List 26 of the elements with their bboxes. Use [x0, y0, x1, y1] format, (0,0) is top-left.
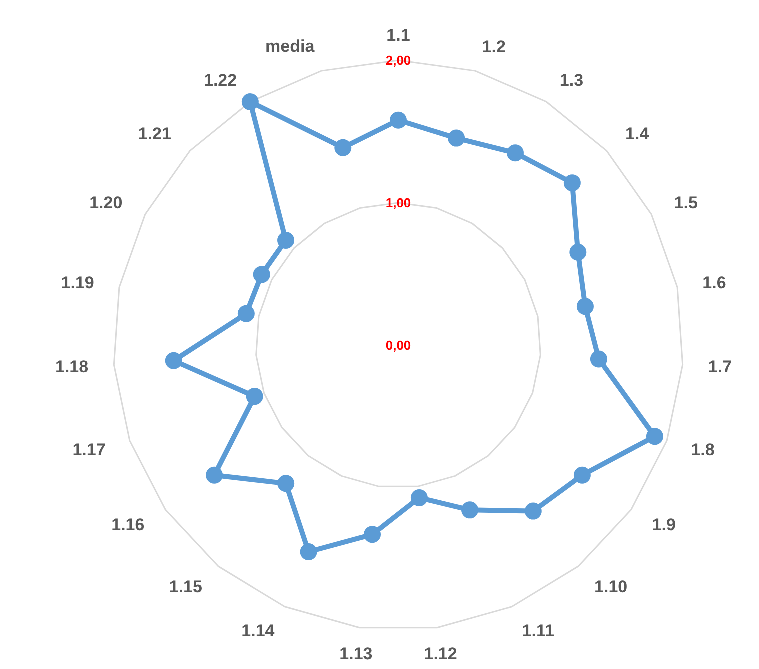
spoke-label: 1.9 [652, 516, 676, 535]
spoke-label: 1.5 [674, 194, 698, 213]
spoke-label: 1.7 [708, 358, 732, 377]
y-tick-label: 0,00 [386, 338, 412, 353]
spoke-label: 1.1 [386, 26, 410, 45]
spoke-label: 1.11 [522, 621, 554, 640]
spoke-label: 1.3 [560, 71, 584, 90]
spoke-label: media [266, 36, 316, 56]
spoke-label: 1.16 [112, 516, 145, 535]
spoke-label: 1.14 [242, 621, 276, 640]
spoke-label: 1.22 [204, 71, 238, 90]
spoke-label: 1.6 [702, 273, 726, 292]
y-tick-label: 2,00 [386, 53, 412, 68]
spoke-label: 1.8 [691, 440, 715, 460]
spoke-label: 1.13 [340, 644, 373, 664]
spoke-label: 1.20 [90, 194, 123, 213]
spoke-label: 1.17 [72, 440, 106, 460]
spoke-label: 1.19 [61, 273, 94, 292]
y-tick-label: 1,00 [386, 196, 412, 210]
spoke-label: 1.10 [594, 577, 628, 596]
spoke-label: 1.4 [626, 124, 650, 144]
spoke-label: 1.21 [138, 124, 172, 144]
spoke-label: 1.15 [169, 577, 202, 596]
spoke-label: 1.2 [482, 37, 506, 56]
spoke-label: 1.12 [424, 644, 458, 664]
spoke-label: 1.18 [55, 358, 89, 377]
